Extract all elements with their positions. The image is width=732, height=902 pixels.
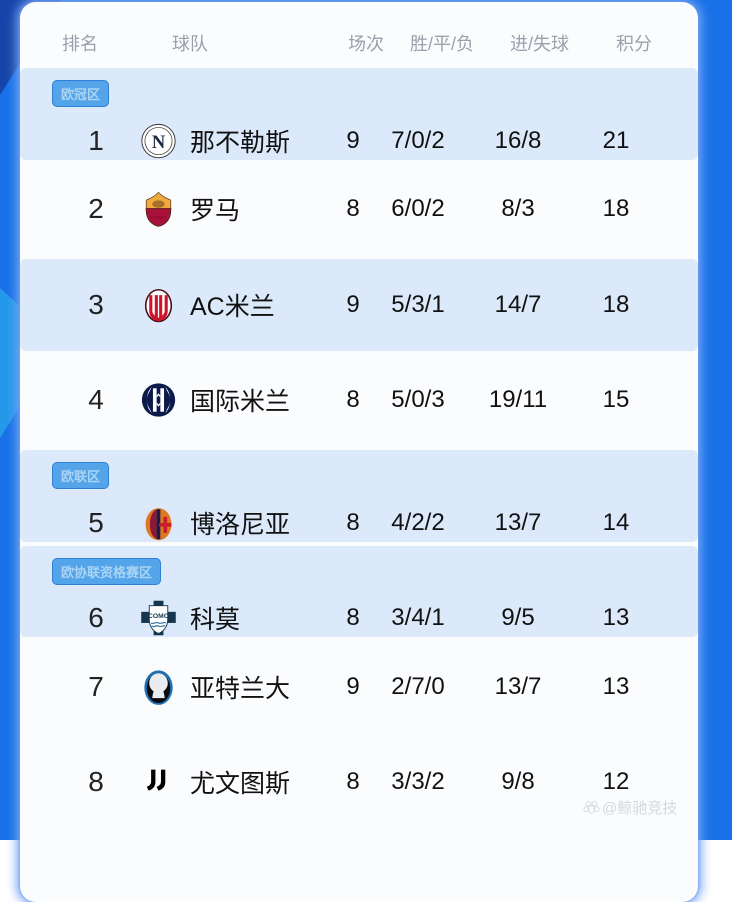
svg-text:COMO: COMO <box>148 613 169 620</box>
svg-text:N: N <box>152 133 166 153</box>
svg-text:ROMA: ROMA <box>151 215 166 221</box>
